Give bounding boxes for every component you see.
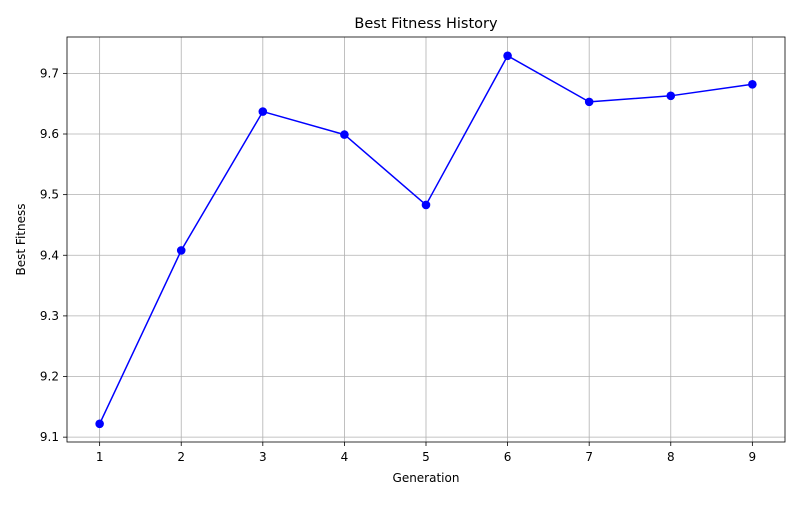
- data-point: [258, 107, 268, 116]
- y-axis: 9.1 9.2 9.3 9.4 9.5 9.6 9.7: [40, 66, 67, 444]
- y-tick-label: 9.7: [40, 66, 59, 80]
- y-tick-label: 9.5: [40, 188, 59, 202]
- x-tick-label: 3: [259, 450, 267, 464]
- y-tick-label: 9.2: [40, 370, 59, 384]
- x-tick-label: 7: [585, 450, 593, 464]
- data-point: [503, 51, 512, 61]
- x-tick-label: 4: [341, 450, 349, 464]
- chart-title: Best Fitness History: [354, 16, 498, 32]
- x-tick-label: 6: [504, 450, 512, 464]
- data-point: [176, 246, 186, 255]
- x-tick-label: 1: [96, 450, 104, 464]
- y-axis-label: Best Fitness: [14, 204, 28, 276]
- y-tick-label: 9.3: [40, 309, 59, 323]
- series-layer: [95, 51, 757, 429]
- x-tick-label: 2: [177, 450, 185, 464]
- y-tick-label: 9.1: [40, 430, 59, 444]
- x-tick-label: 9: [749, 450, 757, 464]
- y-tick-label: 9.4: [40, 248, 59, 262]
- data-point: [584, 97, 594, 107]
- data-point: [666, 91, 676, 101]
- y-tick-label: 9.6: [40, 127, 59, 141]
- data-point: [421, 200, 431, 210]
- data-point: [748, 79, 757, 89]
- x-axis: 1 2 3 4 5 6 7 8 9: [96, 442, 756, 464]
- x-tick-label: 8: [667, 450, 675, 464]
- grid: [67, 37, 785, 442]
- x-axis-label: Generation: [393, 471, 460, 485]
- data-point: [340, 130, 349, 139]
- data-point: [95, 419, 104, 429]
- x-tick-label: 5: [422, 450, 430, 464]
